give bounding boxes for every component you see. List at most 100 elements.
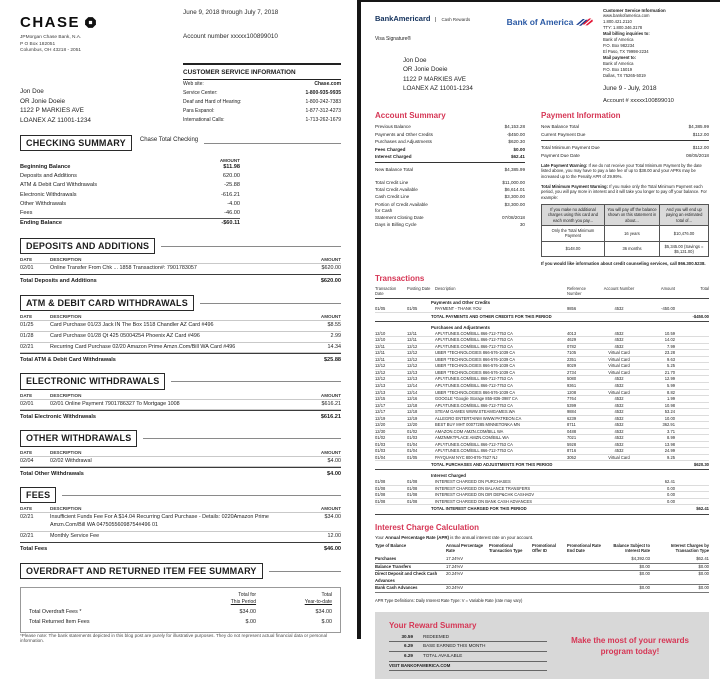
cell-amount: 12.00 <box>327 533 342 540</box>
tx-cell: 12/12 <box>407 343 418 349</box>
transaction-row: 01/08 01/08 INTEREST CHARGED ON BANK CASH … <box>375 499 709 506</box>
two-bank-statements: CHASE JPMorgan Chase Bank, N.A. P O Box 1… <box>20 0 720 679</box>
tx-cell: 4532 <box>614 337 624 343</box>
service-info-lines: www.bankofamerica.com 1.800.421.2110 TTY: … <box>603 13 709 78</box>
tx-cell-total <box>679 422 709 428</box>
checking-summary-rows: Beginning Balance $11.98 Deposits and Addi… <box>20 163 240 229</box>
tx-cell <box>567 486 597 492</box>
tx-cell: 4532 <box>614 415 624 421</box>
section-header: DEPOSITS AND ADDITIONS <box>20 237 342 255</box>
col-description: DESCRIPTION <box>50 392 82 398</box>
service-info-title: Customer Service Information <box>603 8 666 13</box>
tx-cell: INTEREST CHARGED ON BALANCE TRANSFERS <box>435 485 531 491</box>
statement-period: June 9 - July, 2018 <box>603 85 657 93</box>
tx-cell: 12/10 <box>375 337 386 343</box>
interest-cell: $0.00 <box>698 571 709 577</box>
section-header: ELECTRONIC WITHDRAWALS <box>20 373 342 390</box>
tx-cell <box>601 492 637 498</box>
payment-label: Payment Due Date <box>541 152 580 158</box>
overdraft-label: Total Returned Item Fees <box>29 619 90 626</box>
tx-cell: 12/16 <box>407 396 418 402</box>
reward-value: 30.59 <box>401 633 414 639</box>
summary-label: Cash Credit Line <box>375 194 410 200</box>
interest-cell: $0.00 <box>698 585 709 591</box>
summary-label: Other Withdrawals <box>20 200 67 207</box>
transaction-row: 12/12 12/12 UBER *TECHNOLOGIES 866-576-103… <box>375 363 709 370</box>
transaction-row: 12/17 12/18 STEAM GAMES WWW.STEAMGAMES.WA 9… <box>375 409 709 416</box>
apr-intro-pre: Your <box>375 534 386 540</box>
overdraft-period-value: $.00 <box>245 619 257 626</box>
tx-cell: 2734 <box>567 369 577 375</box>
addressee-line: 1122 P MARKIES AVE <box>403 75 467 83</box>
account-summary-row: Previous Balance $4,153.28 <box>375 123 525 130</box>
cell-amount: $620.00 <box>321 265 342 272</box>
tx-cell-total <box>679 492 709 498</box>
tx-cell: 1208 <box>567 389 577 395</box>
tx-cell: INTEREST CHARGED ON PURCHASES <box>435 479 511 485</box>
tx-cell: 8.82 <box>667 389 675 395</box>
table-row: 01/25 Card Purchase 01/23 Jack IN The Box… <box>20 321 342 332</box>
section-rule <box>143 430 342 439</box>
interest-col-header: Promotional Transaction Type <box>489 542 523 553</box>
service-value: 1-800-242-7383 <box>305 99 342 106</box>
interest-cell: Balance Transfers <box>375 563 412 569</box>
section-title: FEES <box>20 486 57 504</box>
tx-cell: PAYMENT - THANK YOU <box>435 306 482 312</box>
tx-cell: 12/13 <box>375 383 386 388</box>
section-header: OTHER WITHDRAWALS <box>20 430 342 447</box>
summary-label: Total Credit Line <box>375 179 409 185</box>
tx-cell: UBER *TECHNOLOGIES 866-576-1039 CA <box>435 369 516 375</box>
interest-cell <box>532 571 562 584</box>
interest-cell <box>532 556 562 563</box>
summary-row: Deposits and Additions 620.00 <box>20 172 240 181</box>
bank-of-america-logo: Bank of America <box>507 16 594 27</box>
tx-cell: 0.00 <box>667 492 675 498</box>
tx-cell: 2351 <box>567 356 577 362</box>
warning-text: If we do not receive your Total Minimum … <box>541 162 702 179</box>
interest-cell <box>567 571 603 584</box>
bank-address-line: P O Box 182051 <box>20 41 56 47</box>
tx-cell: 12/19 <box>375 415 386 421</box>
interest-col-header: Interest Charges by Transaction Type <box>670 542 709 553</box>
payment-info-row: Current Payment Due $112.00 <box>541 131 709 142</box>
tx-cell: UBER *TECHNOLOGIES 866-576-1039 CA <box>435 389 516 395</box>
transaction-row: 01/05 01/05 PAYMENT - THANK YOU 9856 4532 -45… <box>375 306 709 313</box>
tx-cell: APL*ITUNES.COM/BILL 866-712-7753 CA <box>435 441 513 447</box>
tx-cell: 7105 <box>567 350 577 356</box>
payment-info-row: Total Minimum Payment Due $112.00 <box>541 144 709 151</box>
service-row: Para Espanol: 1-877-312-4273 <box>183 107 341 116</box>
transaction-group: Purchases and Adjustments 12/10 12/11 APL*I… <box>375 324 709 471</box>
tx-cell: 4532 <box>614 435 624 441</box>
tx-cell-total <box>679 435 709 441</box>
table-total-row: Total ATM & Debit Card Withdrawals $25.88 <box>20 352 342 364</box>
tx-cell: Virtual Card <box>608 356 630 362</box>
tx-cell-total <box>679 350 709 356</box>
transaction-row: 12/20 12/20 BEST BUY MHT 00077285 MINNETON… <box>375 422 709 429</box>
reward-promo-text: Make the most of your rewards program to… <box>571 635 689 657</box>
addressee-line: 1122 P MARKIES AVE <box>20 107 84 115</box>
tx-cell: INTEREST CHARGED ON DIR DEP&CHK CASHADV <box>435 492 535 498</box>
tx-cell: 10.00 <box>664 415 675 421</box>
col-amount: AMOUNT <box>320 314 342 319</box>
payment-value: $112.00 <box>692 131 709 137</box>
tx-cell: 7.99 <box>667 343 675 349</box>
reward-summary-box: Your Reward Summary 30.59 REDEEMED 6.29 BAS… <box>375 611 709 679</box>
warning-title: Total Minimum Payment Warning: <box>541 183 609 189</box>
tx-cell: UBER *TECHNOLOGIES 866-576-1039 CA <box>435 356 516 362</box>
summary-value: $11,000.00 <box>502 179 525 185</box>
example-table-cell: 36 months <box>603 240 661 258</box>
chase-header: CHASE JPMorgan Chase Bank, N.A. P O Box 1… <box>20 6 341 55</box>
section-header: FEES <box>20 486 342 504</box>
example-table-header: And you will end up paying an estimated … <box>659 204 709 227</box>
service-line: Dallas, TX 75265-5019 <box>603 72 646 78</box>
statement-section: ELECTRONIC WITHDRAWALS DATE DESCRIPTION AMO… <box>20 373 342 421</box>
tx-cell: 4532 <box>614 383 624 388</box>
tx-cell: 9361 <box>567 383 577 388</box>
account-summary-row: Fees Charged $0.00 <box>375 146 525 153</box>
transactions-section: Transactions Transaction Date Posting Dat… <box>375 274 709 517</box>
transaction-group: Interest Charged 01/08 01/08 INTEREST CHARG… <box>375 472 709 515</box>
cell-date: 01/28 <box>20 332 34 339</box>
tx-cell-total <box>679 337 709 343</box>
tx-cell-total <box>679 357 709 363</box>
statement-period: June 9, 2018 through July 7, 2018 <box>183 9 279 16</box>
